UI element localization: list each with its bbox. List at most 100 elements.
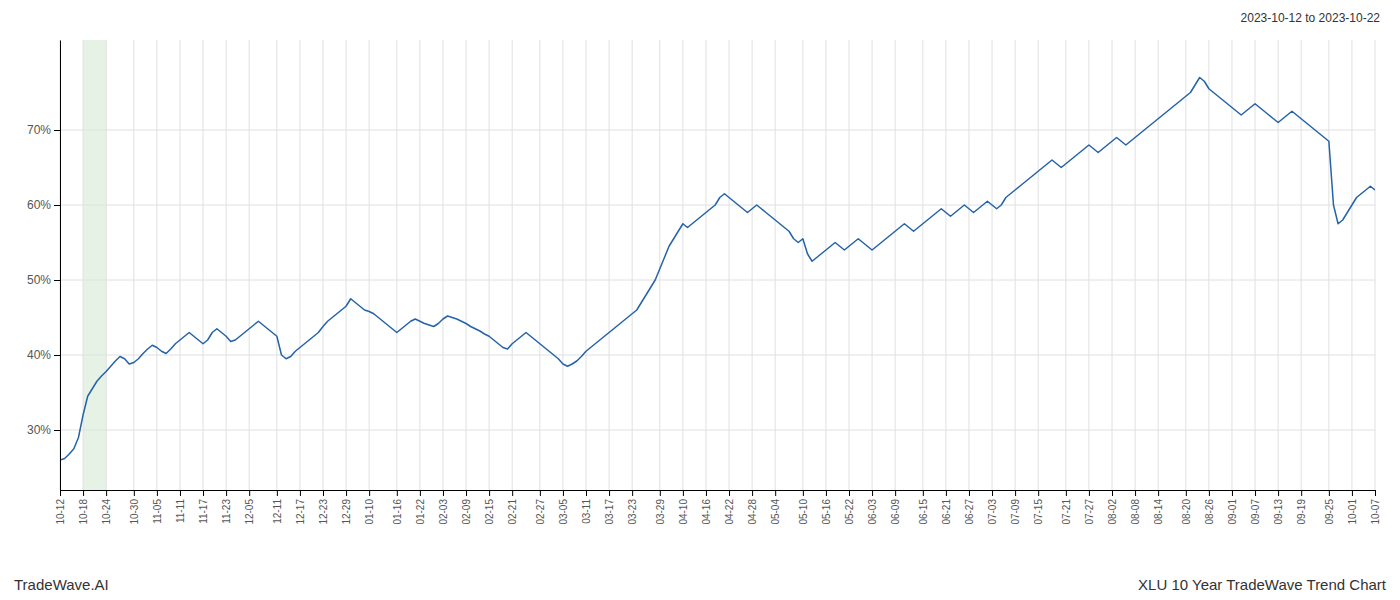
x-tick-label: 05-04 xyxy=(770,499,781,525)
x-tick-label: 08-26 xyxy=(1204,499,1215,525)
x-tick-label: 02-03 xyxy=(438,499,449,525)
x-tick-mark xyxy=(992,490,993,496)
x-tick: 12-05 xyxy=(244,490,255,525)
x-tick-label: 02-27 xyxy=(535,499,546,525)
y-tick-mark xyxy=(54,130,60,131)
grid-line-y xyxy=(60,355,1375,356)
x-tick-mark xyxy=(203,490,204,496)
x-tick-mark xyxy=(1232,490,1233,496)
x-tick-mark xyxy=(443,490,444,496)
x-tick: 12-11 xyxy=(272,490,283,524)
x-tick-label: 04-10 xyxy=(678,499,689,525)
x-tick-label: 10-30 xyxy=(129,499,140,525)
x-tick-label: 09-01 xyxy=(1227,499,1238,525)
x-tick: 02-03 xyxy=(438,490,449,525)
x-tick: 02-21 xyxy=(507,490,518,525)
y-tick: 50% xyxy=(27,273,60,287)
grid-line-x xyxy=(992,40,993,490)
x-tick-mark xyxy=(895,490,896,496)
grid-line-x xyxy=(226,40,227,490)
grid-line-x xyxy=(179,40,180,490)
x-tick: 02-15 xyxy=(484,490,495,525)
x-tick-mark xyxy=(1209,490,1210,496)
x-tick: 03-23 xyxy=(627,490,638,525)
grid-line-x xyxy=(276,40,277,490)
grid-line-x xyxy=(825,40,826,490)
x-tick-mark xyxy=(226,490,227,496)
grid-line-x xyxy=(396,40,397,490)
grid-line-x xyxy=(609,40,610,490)
x-tick: 04-28 xyxy=(747,490,758,525)
grid-line-x xyxy=(1135,40,1136,490)
y-tick: 40% xyxy=(27,348,60,362)
y-axis: 30%40%50%60%70% xyxy=(27,41,61,491)
grid-line-x xyxy=(512,40,513,490)
x-tick: 08-08 xyxy=(1130,490,1141,525)
x-tick: 01-10 xyxy=(364,490,375,525)
x-tick: 05-16 xyxy=(821,490,832,525)
grid-line-x xyxy=(968,40,969,490)
grid-line-y xyxy=(60,205,1375,206)
grid-line-x xyxy=(1301,40,1302,490)
grid-line-x xyxy=(60,40,61,490)
x-tick-mark xyxy=(1375,490,1376,496)
x-tick-label: 11-17 xyxy=(198,499,209,524)
grid xyxy=(60,40,1375,490)
x-tick-label: 10-24 xyxy=(101,499,112,525)
grid-line-x xyxy=(752,40,753,490)
grid-line-x xyxy=(133,40,134,490)
y-tick-label: 60% xyxy=(27,198,51,212)
x-tick: 10-24 xyxy=(101,490,112,525)
x-tick-label: 11-11 xyxy=(175,499,186,524)
x-tick-mark xyxy=(489,490,490,496)
x-tick: 12-17 xyxy=(295,490,306,525)
x-tick-mark xyxy=(1329,490,1330,496)
grid-line-x xyxy=(872,40,873,490)
grid-line-x xyxy=(632,40,633,490)
data-area xyxy=(60,40,1375,490)
x-tick: 10-30 xyxy=(129,490,140,525)
x-tick-label: 03-23 xyxy=(627,499,638,525)
line xyxy=(60,78,1375,461)
x-tick-label: 01-22 xyxy=(415,499,426,525)
x-tick-mark xyxy=(180,490,181,496)
x-tick-mark xyxy=(134,490,135,496)
x-tick-label: 04-22 xyxy=(724,499,735,525)
x-tick: 11-17 xyxy=(198,490,209,524)
x-tick-mark xyxy=(706,490,707,496)
x-tick-mark xyxy=(1089,490,1090,496)
grid-line-x xyxy=(442,40,443,490)
x-tick-label: 08-02 xyxy=(1107,499,1118,525)
x-tick-label: 10-07 xyxy=(1370,499,1381,525)
grid-line-x xyxy=(1255,40,1256,490)
x-tick-mark xyxy=(632,490,633,496)
x-tick-mark xyxy=(1186,490,1187,496)
x-tick-label: 05-10 xyxy=(798,499,809,525)
x-tick-label: 02-15 xyxy=(484,499,495,525)
x-tick-mark xyxy=(1278,490,1279,496)
grid-line-x xyxy=(1351,40,1352,490)
x-tick-mark xyxy=(512,490,513,496)
grid-line-x xyxy=(586,40,587,490)
x-tick-label: 12-17 xyxy=(295,499,306,525)
x-tick-label: 05-16 xyxy=(821,499,832,525)
x-tick-label: 07-09 xyxy=(1010,499,1021,525)
grid-line-x xyxy=(849,40,850,490)
grid-line-x xyxy=(682,40,683,490)
x-tick: 06-21 xyxy=(941,490,952,525)
x-tick-label: 07-15 xyxy=(1033,499,1044,525)
x-tick: 09-19 xyxy=(1296,490,1307,525)
grid-line-x xyxy=(1278,40,1279,490)
x-tick-mark xyxy=(540,490,541,496)
x-axis-line xyxy=(61,490,1376,491)
grid-line-x xyxy=(945,40,946,490)
x-tick-mark xyxy=(1015,490,1016,496)
x-tick-mark xyxy=(849,490,850,496)
grid-line-y xyxy=(60,280,1375,281)
x-tick-mark xyxy=(872,490,873,496)
x-tick-label: 01-16 xyxy=(392,499,403,525)
x-tick: 09-07 xyxy=(1250,490,1261,525)
x-tick: 07-15 xyxy=(1033,490,1044,525)
x-tick-mark xyxy=(397,490,398,496)
grid-line-y xyxy=(60,130,1375,131)
